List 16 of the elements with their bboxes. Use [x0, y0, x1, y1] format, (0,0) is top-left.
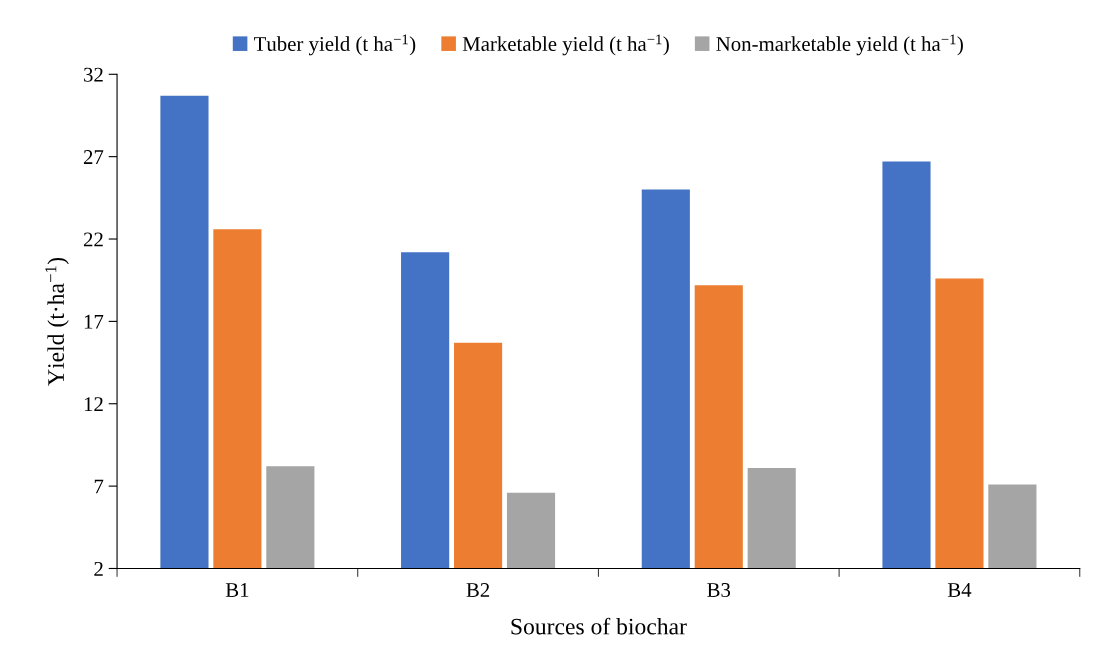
y-tick-label: 12	[84, 397, 103, 411]
y-axis-title: Yield (t·ha$^{−1}$)	[45, 257, 69, 386]
y-tick-label: 17	[84, 314, 104, 329]
legend-label: Tuber yield (t ha$^{−1}$)	[254, 34, 416, 56]
y-tick-label: 2	[94, 561, 103, 576]
legend-label: Marketable yield (t ha$^{−1}$)	[462, 34, 669, 56]
x-tick-label: B3	[707, 583, 731, 598]
y-tick-label: 22	[83, 232, 103, 247]
x-tick-label: B1	[225, 583, 249, 597]
y-tick-label: 32	[84, 67, 103, 82]
x-tick-label: B4	[947, 583, 972, 597]
y-tick-label: 27	[83, 150, 104, 164]
y-tick-label: 7	[94, 479, 104, 494]
legend-label: Non-marketable yield (t ha$^{−1}$)	[716, 34, 963, 56]
x-axis-title: Sources of biochar	[511, 617, 687, 635]
x-tick-label: B2	[466, 583, 490, 597]
